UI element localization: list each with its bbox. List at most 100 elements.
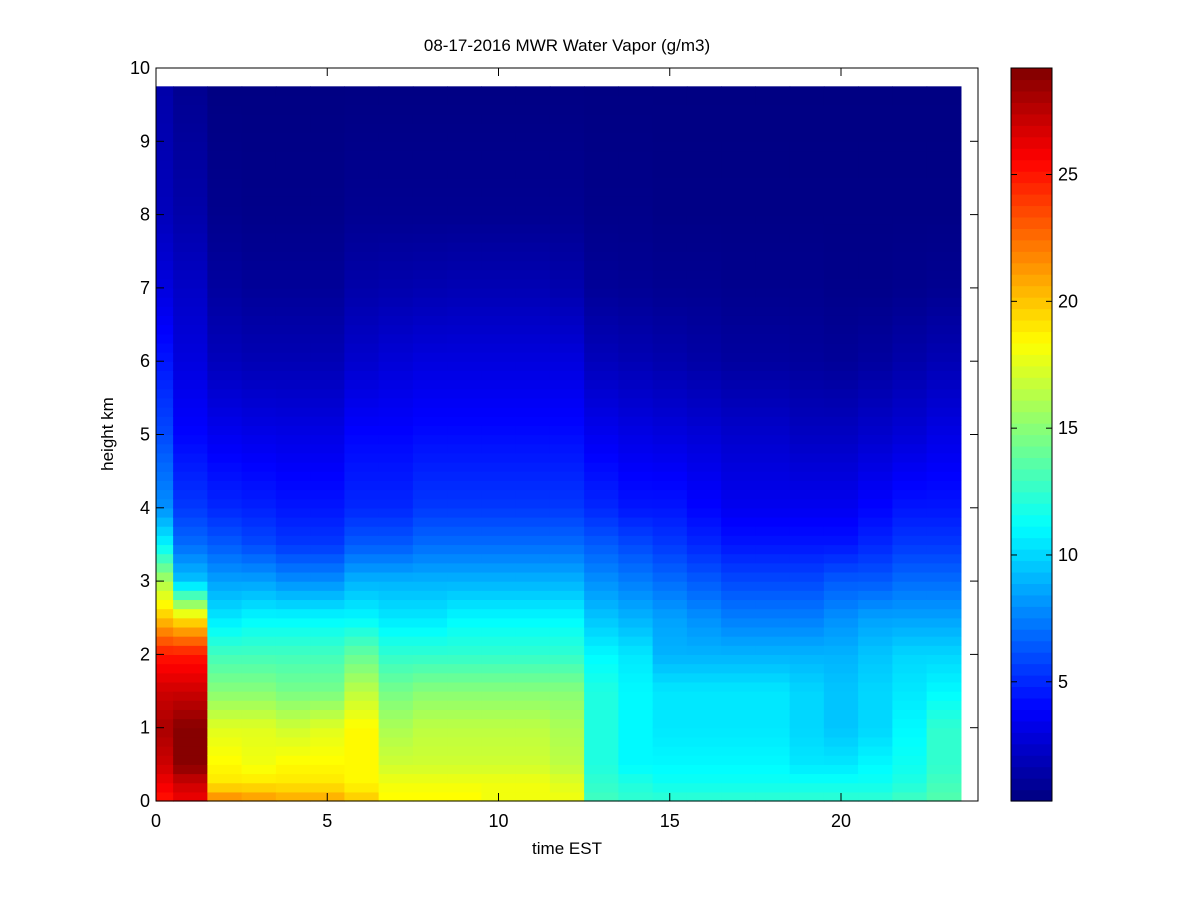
heatmap-cell — [755, 397, 791, 408]
heatmap-cell — [584, 223, 619, 234]
heatmap-cell — [858, 645, 893, 655]
heatmap-cell — [378, 681, 414, 692]
heatmap-cell — [549, 507, 585, 518]
heatmap-cell — [310, 608, 345, 619]
colorbar-band — [1011, 514, 1052, 527]
heatmap-cell — [549, 223, 585, 234]
heatmap-cell — [823, 755, 859, 765]
heatmap-cell — [241, 645, 277, 655]
heatmap-cell — [618, 388, 654, 399]
heatmap-cell — [310, 452, 345, 463]
heatmap-cell — [515, 535, 551, 546]
heatmap-cell — [618, 672, 654, 683]
heatmap-cell — [412, 608, 448, 619]
heatmap-cell — [652, 590, 688, 601]
heatmap-cell — [447, 791, 482, 802]
heatmap-cell — [652, 489, 688, 500]
heatmap-cell — [584, 736, 619, 747]
heatmap-cell — [241, 562, 277, 573]
heatmap-cell — [755, 471, 791, 481]
colorbar-tick-label: 10 — [1058, 545, 1078, 565]
heatmap-cell — [344, 168, 380, 179]
heatmap-cell — [686, 223, 722, 234]
heatmap-cell — [584, 159, 619, 170]
heatmap-cell — [275, 278, 311, 289]
heatmap-cell — [156, 672, 174, 683]
heatmap-cell — [755, 461, 791, 472]
colorbar-band — [1011, 125, 1052, 138]
heatmap-cell — [447, 773, 482, 784]
heatmap-cell — [823, 636, 859, 646]
heatmap-cell — [344, 269, 380, 280]
heatmap-cell — [344, 397, 380, 408]
heatmap-cell — [378, 498, 414, 509]
heatmap-cell — [686, 581, 722, 591]
heatmap-cell — [789, 727, 825, 738]
colorbar-band — [1011, 629, 1052, 642]
heatmap-cell — [755, 407, 791, 417]
heatmap-cell — [275, 746, 311, 756]
heatmap-cell — [173, 755, 208, 765]
heatmap-cell — [378, 782, 414, 793]
heatmap-cell — [789, 278, 825, 289]
heatmap-cell — [344, 242, 380, 252]
heatmap-cell — [481, 516, 517, 527]
heatmap-cell — [344, 132, 380, 142]
heatmap-cell — [584, 608, 619, 619]
heatmap-cell — [310, 736, 345, 747]
heatmap-cell — [310, 113, 345, 124]
heatmap-cell — [378, 223, 414, 234]
heatmap-cell — [207, 113, 243, 124]
heatmap-cell — [823, 260, 859, 271]
heatmap-cell — [207, 626, 243, 637]
heatmap-cell — [275, 287, 311, 298]
heatmap-cell — [721, 251, 756, 262]
heatmap-cell — [926, 407, 962, 417]
heatmap-cell — [275, 223, 311, 234]
heatmap-cell — [412, 434, 448, 445]
heatmap-cell — [447, 452, 482, 463]
heatmap-cell — [412, 379, 448, 390]
heatmap-cell — [892, 562, 928, 573]
heatmap-cell — [412, 232, 448, 243]
heatmap-cell — [412, 297, 448, 307]
heatmap-cell — [344, 434, 380, 445]
heatmap-cell — [686, 416, 722, 426]
heatmap-cell — [173, 361, 208, 371]
heatmap-cell — [447, 654, 482, 665]
heatmap-cell — [789, 324, 825, 335]
heatmap-cell — [241, 663, 277, 674]
heatmap-cell — [275, 471, 311, 481]
heatmap-cell — [275, 489, 311, 500]
heatmap-cell — [241, 608, 277, 619]
colorbar-band — [1011, 686, 1052, 699]
heatmap-cell — [789, 287, 825, 298]
heatmap-cell — [584, 122, 619, 133]
heatmap-cell — [275, 672, 311, 683]
heatmap-cell — [652, 526, 688, 536]
heatmap-cell — [549, 645, 585, 655]
colorbar-band — [1011, 274, 1052, 287]
heatmap-cell — [156, 168, 174, 179]
heatmap-cell — [207, 278, 243, 289]
heatmap-cell — [344, 526, 380, 536]
heatmap-cell — [858, 700, 893, 710]
heatmap-cell — [926, 461, 962, 472]
heatmap-cell — [686, 672, 722, 683]
heatmap-cell — [858, 342, 893, 353]
heatmap-cell — [721, 306, 756, 316]
colorbar-band — [1011, 549, 1052, 562]
heatmap-cell — [207, 535, 243, 546]
heatmap-cell — [241, 361, 277, 371]
heatmap-cell — [378, 516, 414, 527]
heatmap-cell — [447, 269, 482, 280]
heatmap-cell — [447, 590, 482, 601]
heatmap-cell — [926, 535, 962, 546]
x-tick-label: 15 — [660, 811, 680, 831]
heatmap-cell — [241, 333, 277, 344]
heatmap-cell — [275, 232, 311, 243]
heatmap-cell — [515, 461, 551, 472]
heatmap-cell — [310, 361, 345, 371]
heatmap-cell — [515, 278, 551, 289]
heatmap-cell — [275, 407, 311, 417]
